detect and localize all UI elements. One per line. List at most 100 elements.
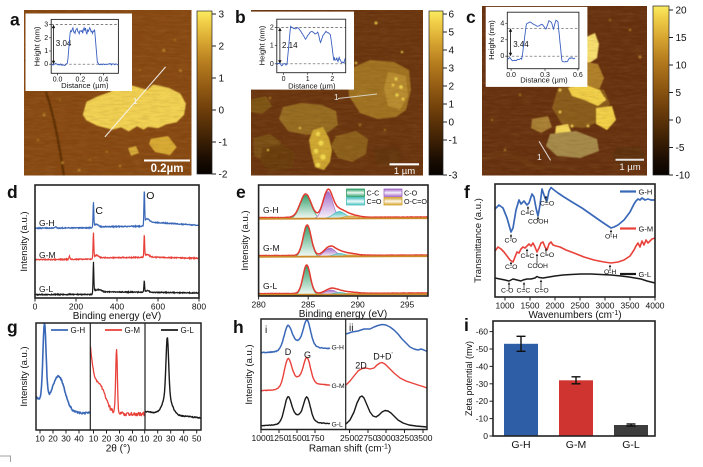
svg-text:i: i [464, 315, 469, 335]
svg-text:600: 600 [151, 302, 165, 312]
svg-text:3250: 3250 [395, 433, 414, 443]
svg-text:O-H: O-H [605, 234, 618, 241]
svg-text:G-L: G-L [181, 326, 195, 335]
svg-text:G-M: G-M [332, 383, 346, 390]
svg-text:0: 0 [270, 61, 274, 68]
svg-text:2750: 2750 [359, 433, 378, 443]
svg-text:-10: -10 [476, 414, 489, 424]
svg-text:Height (nm): Height (nm) [487, 20, 496, 60]
svg-text:0.2µm: 0.2µm [151, 163, 184, 175]
svg-text:1250: 1250 [270, 433, 289, 443]
svg-text:2000: 2000 [546, 301, 565, 311]
svg-text:2500: 2500 [340, 433, 359, 443]
svg-text:Intensity (a.u.): Intensity (a.u.) [19, 346, 30, 406]
svg-text:10: 10 [35, 434, 45, 444]
svg-text:15: 15 [676, 33, 688, 44]
svg-text:2: 2 [330, 76, 334, 83]
svg-text:20: 20 [153, 434, 163, 444]
svg-text:40: 40 [179, 434, 189, 444]
svg-text:30: 30 [61, 434, 71, 444]
svg-text:G-M: G-M [566, 439, 586, 451]
svg-text:-50: -50 [476, 344, 489, 354]
svg-text:G-H: G-H [332, 345, 345, 352]
svg-text:Height (nm): Height (nm) [258, 25, 267, 65]
svg-text:5: 5 [449, 28, 455, 39]
svg-text:Height (nm): Height (nm) [33, 26, 42, 66]
svg-text:Intensity (a.u.): Intensity (a.u.) [19, 211, 30, 271]
svg-text:G-H: G-H [263, 205, 279, 215]
svg-text:40: 40 [74, 434, 84, 444]
svg-text:50: 50 [192, 434, 202, 444]
svg-text:C-O: C-O [501, 288, 513, 295]
svg-text:3.44: 3.44 [513, 40, 529, 49]
svg-text:G-H: G-H [511, 439, 530, 451]
svg-text:1: 1 [270, 42, 274, 49]
svg-text:Binding energy (eV): Binding energy (eV) [73, 311, 161, 322]
svg-text:2D: 2D [355, 361, 367, 371]
svg-text:3500: 3500 [621, 301, 640, 311]
svg-text:-3: -3 [449, 171, 458, 182]
svg-text:1: 1 [219, 74, 225, 85]
svg-text:0: 0 [676, 116, 682, 127]
svg-text:280: 280 [252, 300, 266, 310]
svg-text:G-L: G-L [622, 439, 640, 451]
svg-text:C: C [95, 205, 103, 217]
svg-text:2θ (°): 2θ (°) [106, 444, 131, 455]
svg-text:0: 0 [33, 302, 38, 312]
svg-text:20: 20 [102, 434, 112, 444]
svg-text:C=C: C=C [517, 288, 531, 295]
svg-text:3000: 3000 [377, 433, 396, 443]
svg-text:40: 40 [128, 434, 138, 444]
svg-text:295: 295 [400, 300, 414, 310]
svg-text:10: 10 [89, 434, 99, 444]
svg-text:1: 1 [306, 76, 310, 83]
svg-text:0.2: 0.2 [76, 77, 86, 84]
svg-text:2: 2 [44, 35, 48, 42]
svg-text:1000: 1000 [496, 301, 515, 311]
svg-text:1: 1 [334, 92, 339, 102]
svg-text:C=O: C=O [540, 201, 554, 208]
svg-text:COOH: COOH [528, 263, 548, 270]
svg-text:0: 0 [500, 53, 504, 60]
svg-text:D: D [285, 347, 292, 357]
svg-text:200: 200 [69, 302, 83, 312]
svg-text:0.6: 0.6 [573, 72, 583, 79]
svg-text:0: 0 [44, 61, 48, 68]
svg-text:e: e [236, 182, 246, 202]
svg-text:0.0: 0.0 [506, 72, 516, 79]
svg-text:0: 0 [282, 76, 286, 83]
svg-text:O-C=O: O-C=O [404, 197, 427, 206]
svg-text:C-O: C-O [505, 264, 517, 271]
svg-text:G: G [304, 350, 311, 360]
svg-text:C=O: C=O [540, 252, 554, 259]
svg-text:G-L: G-L [263, 281, 277, 291]
svg-text:-30: -30 [476, 379, 489, 389]
svg-text:3500: 3500 [414, 433, 433, 443]
svg-text:ii: ii [349, 323, 353, 334]
svg-text:0: 0 [449, 118, 455, 129]
svg-text:f: f [464, 182, 470, 202]
svg-text:Intensity (a.u.): Intensity (a.u.) [240, 210, 251, 270]
svg-text:Zeta potential (mv): Zeta potential (mv) [464, 341, 474, 416]
svg-text:1500: 1500 [288, 433, 307, 443]
svg-text:C=C: C=C [521, 210, 535, 217]
svg-text:G-L: G-L [332, 422, 344, 429]
svg-text:0.4: 0.4 [99, 77, 109, 84]
svg-text:G-H: G-H [639, 188, 653, 197]
svg-text:C=O: C=O [535, 288, 549, 295]
svg-text:C-C: C-C [367, 189, 380, 198]
svg-text:0.0: 0.0 [53, 77, 63, 84]
svg-text:Distance (µm): Distance (µm) [61, 81, 109, 90]
svg-text:-1: -1 [219, 138, 228, 149]
svg-text:0: 0 [219, 106, 225, 117]
svg-text:3: 3 [449, 64, 455, 75]
svg-text:1: 1 [44, 48, 48, 55]
svg-text:a: a [10, 10, 20, 30]
svg-text:400: 400 [110, 302, 124, 312]
svg-text:1000: 1000 [252, 433, 271, 443]
svg-text:-20: -20 [476, 396, 489, 406]
svg-text:h: h [233, 317, 244, 337]
svg-text:2: 2 [219, 42, 225, 53]
svg-text:1: 1 [449, 100, 455, 111]
svg-text:-5: -5 [676, 143, 685, 154]
